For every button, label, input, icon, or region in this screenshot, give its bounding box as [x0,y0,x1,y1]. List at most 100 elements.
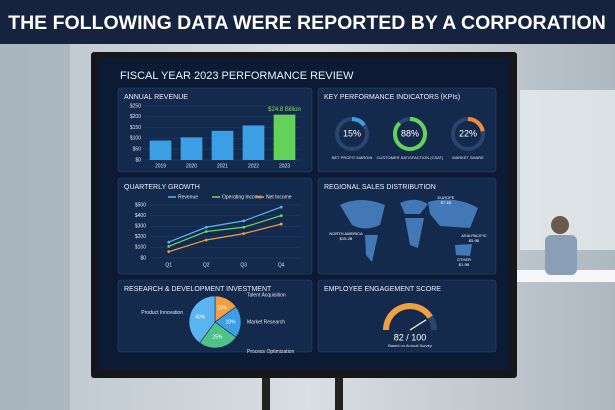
legend-label: Net Income [266,194,292,200]
category-label: Process Optimization [247,349,294,355]
legend-label: Revenue [178,194,198,200]
point [242,225,246,229]
map-continent [365,235,378,262]
kpi-value: 15% [343,128,361,138]
panel-title: REGIONAL SALES DISTRIBUTION [324,184,436,191]
legend-label: Operating Income [222,194,262,200]
panel-title: QUARTERLY GROWTH [124,184,200,191]
panel-title: EMPLOYEE ENGAGEMENT SCORE [324,286,441,293]
kpi-name: NET PROFIT MARGIN [332,155,373,160]
world-map [340,199,478,262]
pie-slice [188,295,216,344]
point [204,238,208,242]
x-tick-label: Q2 [203,262,210,268]
series-line [168,215,282,247]
x-tick-label: Q4 [278,262,285,268]
y-tick-label: $300 [135,224,146,230]
region-name: ASIA PACIFIC [461,233,487,238]
bar [273,114,296,160]
panel [317,87,497,173]
bar [180,137,203,160]
point [204,225,208,229]
point [167,244,171,248]
region-sales: $7.1B [441,200,452,205]
gauge-arc [393,117,427,151]
bar [242,125,265,160]
kpi-name: CUSTOMER SATISFACTION (CSAT) [377,155,444,160]
x-tick-label: 2019 [155,163,166,169]
slice-label: 25% [212,335,223,341]
category-label: Talent Acquisition [247,293,286,299]
glass-wall [0,40,70,410]
map-continent [340,200,385,229]
y-tick-label: $150 [130,125,141,131]
person-head [551,216,569,234]
point [167,240,171,244]
x-tick-label: 2020 [186,163,197,169]
y-tick-label: $400 [135,213,146,219]
point [167,250,171,254]
map-continent [428,199,478,228]
score-note: Based on Annual Survey [388,343,432,348]
slice-label: 20% [226,319,237,325]
x-tick-label: 2022 [248,163,259,169]
point [279,214,283,218]
point [279,205,283,209]
point [242,219,246,223]
point [242,232,246,236]
x-tick-label: Q3 [240,262,247,268]
caption: THE FOLLOWING DATA WERE REPORTED BY A CO… [8,12,606,34]
map-continent [455,244,472,256]
stand-leg [335,376,343,410]
region-name: EUROPE [438,195,455,200]
bar [149,140,172,160]
pie-slice [199,321,237,349]
x-tick-label: 2021 [217,163,228,169]
y-tick-label: $0 [135,157,141,163]
region-name: OTHER [457,257,471,262]
gauge-needle [409,319,427,331]
kpi-value: 22% [459,128,477,138]
dashboard-title: FISCAL YEAR 2023 PERFORMANCE REVIEW [120,70,354,82]
category-label: Market Research [247,319,285,325]
annotation: $24.8 Billion [268,107,301,113]
y-tick-label: $250 [130,103,141,109]
kpi-value: 88% [401,128,419,138]
region-name: NORTH AMERICA [329,231,363,236]
category-label: Product Innovation [141,310,183,316]
slice-label: 15% [217,305,228,311]
region-sales: $5.9B [469,238,480,243]
panel-title: RESEARCH & DEVELOPMENT INVESTMENT [124,286,272,293]
gauge-arc [351,117,366,127]
map-continent [405,218,424,248]
gauge-arc [383,303,433,331]
y-tick-label: $100 [130,136,141,142]
y-tick-label: $200 [135,234,146,240]
map-continent [400,199,428,214]
slice-label: 40% [195,315,206,321]
desk [500,270,615,282]
y-tick-label: $0 [140,255,146,261]
bar [211,130,234,160]
x-tick-label: 2023 [279,163,290,169]
x-tick-label: Q1 [165,262,172,268]
y-tick-label: $50 [133,147,142,153]
point [204,230,208,233]
panel-title: KEY PERFORMANCE INDICATORS (KPIs) [324,94,460,101]
stand-leg [262,376,270,410]
point [279,222,283,226]
region-sales: $15.2B [340,236,353,241]
score-label: 82 / 100 [394,332,427,342]
gauge-arc [467,117,485,132]
panel [317,279,497,353]
y-tick-label: $500 [135,202,146,208]
y-tick-label: $200 [130,114,141,120]
y-tick-label: $100 [135,245,146,251]
person-body [545,235,577,275]
caption-bar [0,0,615,44]
kpi-name: MARKET SHARE [452,155,484,160]
panel-title: ANNUAL REVENUE [124,94,188,101]
region-sales: $1.9B [459,262,470,267]
